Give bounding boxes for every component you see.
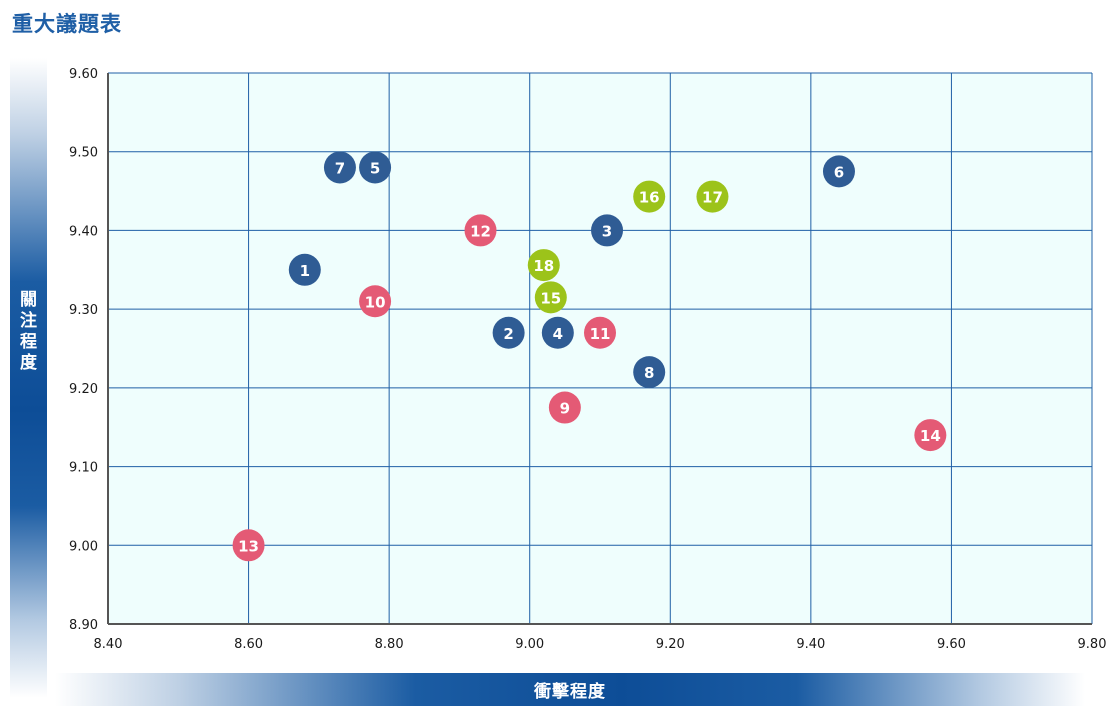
data-point-label: 18 bbox=[533, 257, 554, 275]
x-tick-label: 8.80 bbox=[375, 637, 404, 652]
y-tick-label: 9.60 bbox=[69, 67, 98, 82]
data-point-label: 17 bbox=[702, 189, 723, 207]
data-point: 17 bbox=[696, 180, 729, 213]
data-point: 9 bbox=[548, 391, 581, 424]
data-point: 1 bbox=[288, 253, 321, 286]
x-tick-label: 9.40 bbox=[796, 637, 825, 652]
data-point-label: 6 bbox=[834, 163, 844, 181]
x-tick-label: 9.00 bbox=[515, 637, 544, 652]
data-point-label: 5 bbox=[370, 159, 380, 177]
data-point-marker bbox=[548, 391, 581, 424]
data-point-marker bbox=[696, 180, 729, 213]
data-point: 16 bbox=[633, 180, 666, 213]
data-point-marker bbox=[633, 180, 666, 213]
data-point: 8 bbox=[633, 356, 666, 389]
data-point-label: 9 bbox=[560, 400, 570, 418]
y-tick-label: 9.50 bbox=[69, 146, 98, 161]
x-tick-label: 8.40 bbox=[94, 637, 123, 652]
x-tick-label: 9.80 bbox=[1078, 637, 1107, 652]
data-point: 2 bbox=[492, 316, 525, 349]
data-point: 12 bbox=[464, 214, 497, 247]
data-point-marker bbox=[527, 249, 560, 282]
x-tick-label: 9.60 bbox=[937, 637, 966, 652]
data-point-label: 13 bbox=[238, 537, 259, 555]
data-point-marker bbox=[232, 529, 265, 562]
x-tick-label: 8.60 bbox=[234, 637, 263, 652]
data-point: 13 bbox=[232, 529, 265, 562]
y-tick-label: 9.20 bbox=[69, 382, 98, 397]
data-point-marker bbox=[323, 151, 356, 184]
data-point-label: 1 bbox=[300, 262, 310, 280]
data-point-label: 16 bbox=[639, 189, 660, 207]
data-point-marker bbox=[591, 214, 624, 247]
page-title: 重大議題表 bbox=[12, 12, 122, 36]
data-point-label: 2 bbox=[503, 325, 513, 343]
y-tick-label: 9.40 bbox=[69, 224, 98, 239]
data-point-marker bbox=[359, 151, 392, 184]
data-point: 15 bbox=[534, 281, 567, 314]
data-point: 11 bbox=[584, 316, 616, 349]
data-point-marker bbox=[464, 214, 497, 247]
data-point-label: 14 bbox=[920, 427, 941, 445]
data-point-marker bbox=[541, 316, 574, 349]
data-point-marker bbox=[492, 316, 525, 349]
y-tick-label: 9.30 bbox=[69, 303, 98, 318]
y-tick-label: 9.10 bbox=[69, 461, 98, 476]
data-point-marker bbox=[914, 419, 947, 452]
data-point-marker bbox=[822, 155, 855, 188]
x-tick-label: 9.20 bbox=[656, 637, 685, 652]
data-point-label: 8 bbox=[644, 364, 654, 382]
data-point-label: 11 bbox=[590, 325, 611, 343]
x-axis-label-band bbox=[55, 673, 1085, 706]
data-point: 18 bbox=[527, 249, 560, 282]
y-tick-label: 9.00 bbox=[69, 539, 98, 554]
data-point-marker bbox=[359, 285, 392, 318]
data-point-label: 4 bbox=[553, 325, 563, 343]
x-axis-label: 衝擊程度 bbox=[534, 682, 606, 702]
data-point-label: 15 bbox=[540, 289, 561, 307]
y-tick-label: 8.90 bbox=[69, 618, 98, 633]
data-point-marker bbox=[288, 253, 321, 286]
data-point: 10 bbox=[359, 285, 392, 318]
y-axis-label: 關注程度 bbox=[20, 290, 37, 373]
data-point-marker bbox=[584, 316, 616, 349]
data-point-label: 12 bbox=[470, 222, 491, 240]
data-point-marker bbox=[633, 356, 666, 389]
data-point: 3 bbox=[591, 214, 624, 247]
y-axis-label-band bbox=[10, 58, 47, 698]
data-point: 7 bbox=[323, 151, 356, 184]
data-point-label: 7 bbox=[335, 159, 345, 177]
data-point-marker bbox=[534, 281, 567, 314]
data-point: 6 bbox=[822, 155, 855, 188]
data-point: 4 bbox=[541, 316, 574, 349]
data-point: 5 bbox=[359, 151, 392, 184]
data-point-label: 10 bbox=[365, 293, 386, 311]
data-point-label: 3 bbox=[602, 222, 612, 240]
data-point: 14 bbox=[914, 419, 947, 452]
